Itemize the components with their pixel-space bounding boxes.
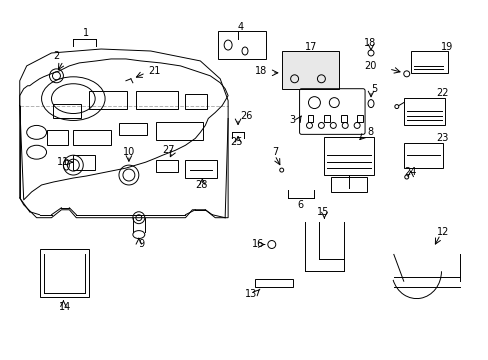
- Text: 5: 5: [370, 84, 377, 94]
- Bar: [331, 177, 366, 192]
- Bar: [307, 114, 313, 122]
- Bar: [340, 114, 346, 122]
- Text: 21: 21: [147, 66, 160, 76]
- Text: 1: 1: [83, 28, 89, 38]
- Text: 6: 6: [297, 200, 303, 210]
- Bar: [53, 104, 81, 118]
- Bar: [356, 114, 362, 122]
- Bar: [40, 249, 89, 297]
- Bar: [155, 160, 177, 172]
- Bar: [403, 98, 445, 125]
- Text: 18: 18: [364, 38, 376, 48]
- Bar: [73, 130, 111, 145]
- Text: 11: 11: [56, 157, 69, 167]
- Bar: [410, 51, 447, 73]
- Text: 10: 10: [122, 147, 135, 157]
- Bar: [403, 143, 443, 168]
- Bar: [46, 130, 68, 145]
- Text: 13: 13: [244, 289, 257, 299]
- Bar: [119, 123, 146, 135]
- Text: 2: 2: [53, 51, 60, 61]
- Bar: [324, 137, 373, 175]
- Bar: [254, 279, 292, 287]
- Bar: [89, 91, 127, 109]
- Text: 25: 25: [230, 137, 242, 147]
- Text: 12: 12: [436, 226, 448, 237]
- Bar: [185, 94, 207, 109]
- Text: 19: 19: [440, 42, 452, 52]
- Bar: [185, 160, 217, 178]
- Text: 28: 28: [195, 180, 207, 190]
- Text: 18: 18: [254, 66, 266, 76]
- Text: 7: 7: [271, 147, 278, 157]
- Text: 16: 16: [251, 239, 264, 249]
- Bar: [281, 51, 339, 89]
- Bar: [324, 114, 329, 122]
- Text: 14: 14: [60, 302, 72, 312]
- Text: 4: 4: [238, 22, 244, 32]
- Text: 22: 22: [436, 88, 448, 98]
- Text: 27: 27: [163, 145, 175, 155]
- Bar: [73, 155, 95, 170]
- Text: 17: 17: [304, 42, 316, 52]
- Text: 8: 8: [366, 127, 372, 138]
- Text: 26: 26: [240, 111, 252, 121]
- Bar: [136, 91, 177, 109]
- Text: 3: 3: [289, 116, 295, 126]
- Text: 9: 9: [139, 239, 144, 249]
- Bar: [218, 31, 265, 59]
- Text: 23: 23: [436, 133, 448, 143]
- Text: 24: 24: [403, 167, 415, 177]
- Text: 15: 15: [317, 207, 329, 217]
- Bar: [155, 122, 203, 140]
- Text: 20: 20: [364, 61, 376, 71]
